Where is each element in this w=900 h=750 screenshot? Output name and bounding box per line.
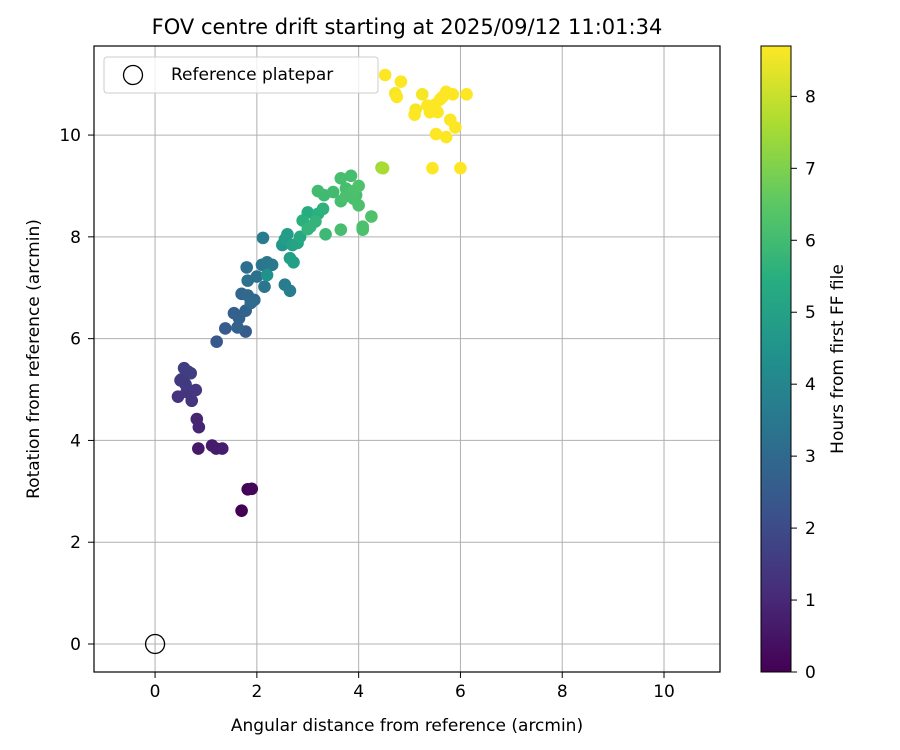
data-point bbox=[326, 185, 340, 199]
data-point bbox=[319, 228, 332, 241]
data-point bbox=[245, 482, 259, 496]
data-point bbox=[431, 105, 444, 119]
colorbar-label: Hours from first FF file bbox=[828, 264, 848, 454]
data-point bbox=[334, 172, 348, 185]
data-point bbox=[415, 88, 429, 101]
data-point bbox=[256, 231, 270, 245]
x-axis-label: Angular distance from reference (arcmin) bbox=[231, 716, 583, 736]
reference-platepar-marker bbox=[144, 633, 166, 655]
data-point bbox=[231, 321, 244, 334]
data-point bbox=[352, 179, 365, 193]
colorbar-tick-label: 4 bbox=[805, 375, 816, 395]
data-point bbox=[429, 127, 443, 141]
data-point bbox=[394, 75, 408, 88]
data-point bbox=[316, 202, 330, 216]
data-point bbox=[449, 121, 462, 134]
data-point bbox=[334, 223, 348, 237]
x-tick-label: 10 bbox=[653, 682, 675, 702]
data-point bbox=[311, 184, 325, 198]
x-tick-label: 2 bbox=[251, 682, 262, 702]
data-point bbox=[460, 88, 473, 101]
data-point bbox=[192, 442, 205, 455]
x-tick-label: 8 bbox=[557, 682, 568, 702]
data-point bbox=[344, 169, 358, 183]
data-point bbox=[390, 90, 404, 104]
data-point bbox=[235, 504, 248, 517]
colorbar-tick-label: 7 bbox=[805, 159, 816, 179]
data-point bbox=[258, 280, 271, 294]
y-tick-label: 2 bbox=[70, 533, 81, 553]
data-point bbox=[240, 261, 253, 274]
y-tick-label: 10 bbox=[59, 126, 81, 146]
data-point bbox=[454, 161, 467, 175]
data-point bbox=[408, 108, 421, 122]
data-points bbox=[144, 68, 473, 655]
data-point bbox=[376, 161, 390, 175]
colorbar-tick-label: 2 bbox=[805, 519, 816, 539]
y-axis-label: Rotation from reference (arcmin) bbox=[24, 219, 44, 499]
data-point bbox=[293, 230, 307, 244]
data-point bbox=[192, 420, 206, 434]
x-tick-label: 0 bbox=[150, 682, 161, 702]
data-point bbox=[181, 365, 195, 379]
colorbar-tick-label: 6 bbox=[805, 231, 816, 251]
data-point bbox=[210, 335, 223, 348]
legend-reference-marker bbox=[122, 64, 144, 86]
y-axis-ticks: 0 2 4 6 8 10 bbox=[59, 126, 94, 655]
colorbar-ticks: 0 1 2 3 4 5 6 7 8 bbox=[791, 87, 816, 683]
grid-lines bbox=[94, 46, 720, 672]
x-tick-label: 6 bbox=[455, 682, 466, 702]
x-axis-ticks: 0 2 4 6 8 10 bbox=[150, 672, 675, 702]
x-tick-label: 4 bbox=[353, 682, 364, 702]
colorbar-tick-label: 0 bbox=[805, 663, 816, 683]
y-tick-label: 0 bbox=[70, 635, 81, 655]
data-point bbox=[189, 383, 203, 397]
plot-frame bbox=[93, 45, 721, 673]
y-tick-label: 6 bbox=[70, 330, 81, 350]
data-point bbox=[250, 270, 264, 283]
legend-box bbox=[103, 56, 379, 94]
y-tick-label: 8 bbox=[70, 228, 81, 248]
colorbar-tick-label: 1 bbox=[805, 591, 816, 611]
data-point bbox=[309, 215, 322, 228]
data-point bbox=[433, 93, 447, 106]
data-point bbox=[356, 220, 370, 233]
chart-title: FOV centre drift starting at 2025/09/12 … bbox=[152, 15, 663, 39]
colorbar-tick-label: 8 bbox=[805, 87, 816, 107]
data-point bbox=[446, 88, 460, 101]
legend-reference-label: Reference platepar bbox=[171, 65, 333, 85]
data-point bbox=[244, 296, 258, 310]
colorbar bbox=[760, 45, 792, 673]
colorbar-tick-label: 5 bbox=[805, 303, 816, 323]
data-point bbox=[378, 68, 392, 82]
data-point bbox=[219, 322, 232, 335]
colorbar-tick-label: 3 bbox=[805, 447, 816, 467]
data-point bbox=[301, 222, 315, 236]
y-tick-label: 4 bbox=[70, 431, 81, 451]
legend: Reference platepar bbox=[103, 56, 379, 94]
data-point bbox=[426, 161, 439, 175]
data-point bbox=[283, 251, 297, 265]
data-point bbox=[283, 284, 297, 298]
data-point bbox=[215, 442, 229, 455]
data-point bbox=[352, 198, 365, 212]
data-point bbox=[260, 268, 274, 282]
data-point bbox=[439, 130, 453, 144]
data-point bbox=[365, 210, 378, 223]
data-point bbox=[265, 258, 279, 272]
